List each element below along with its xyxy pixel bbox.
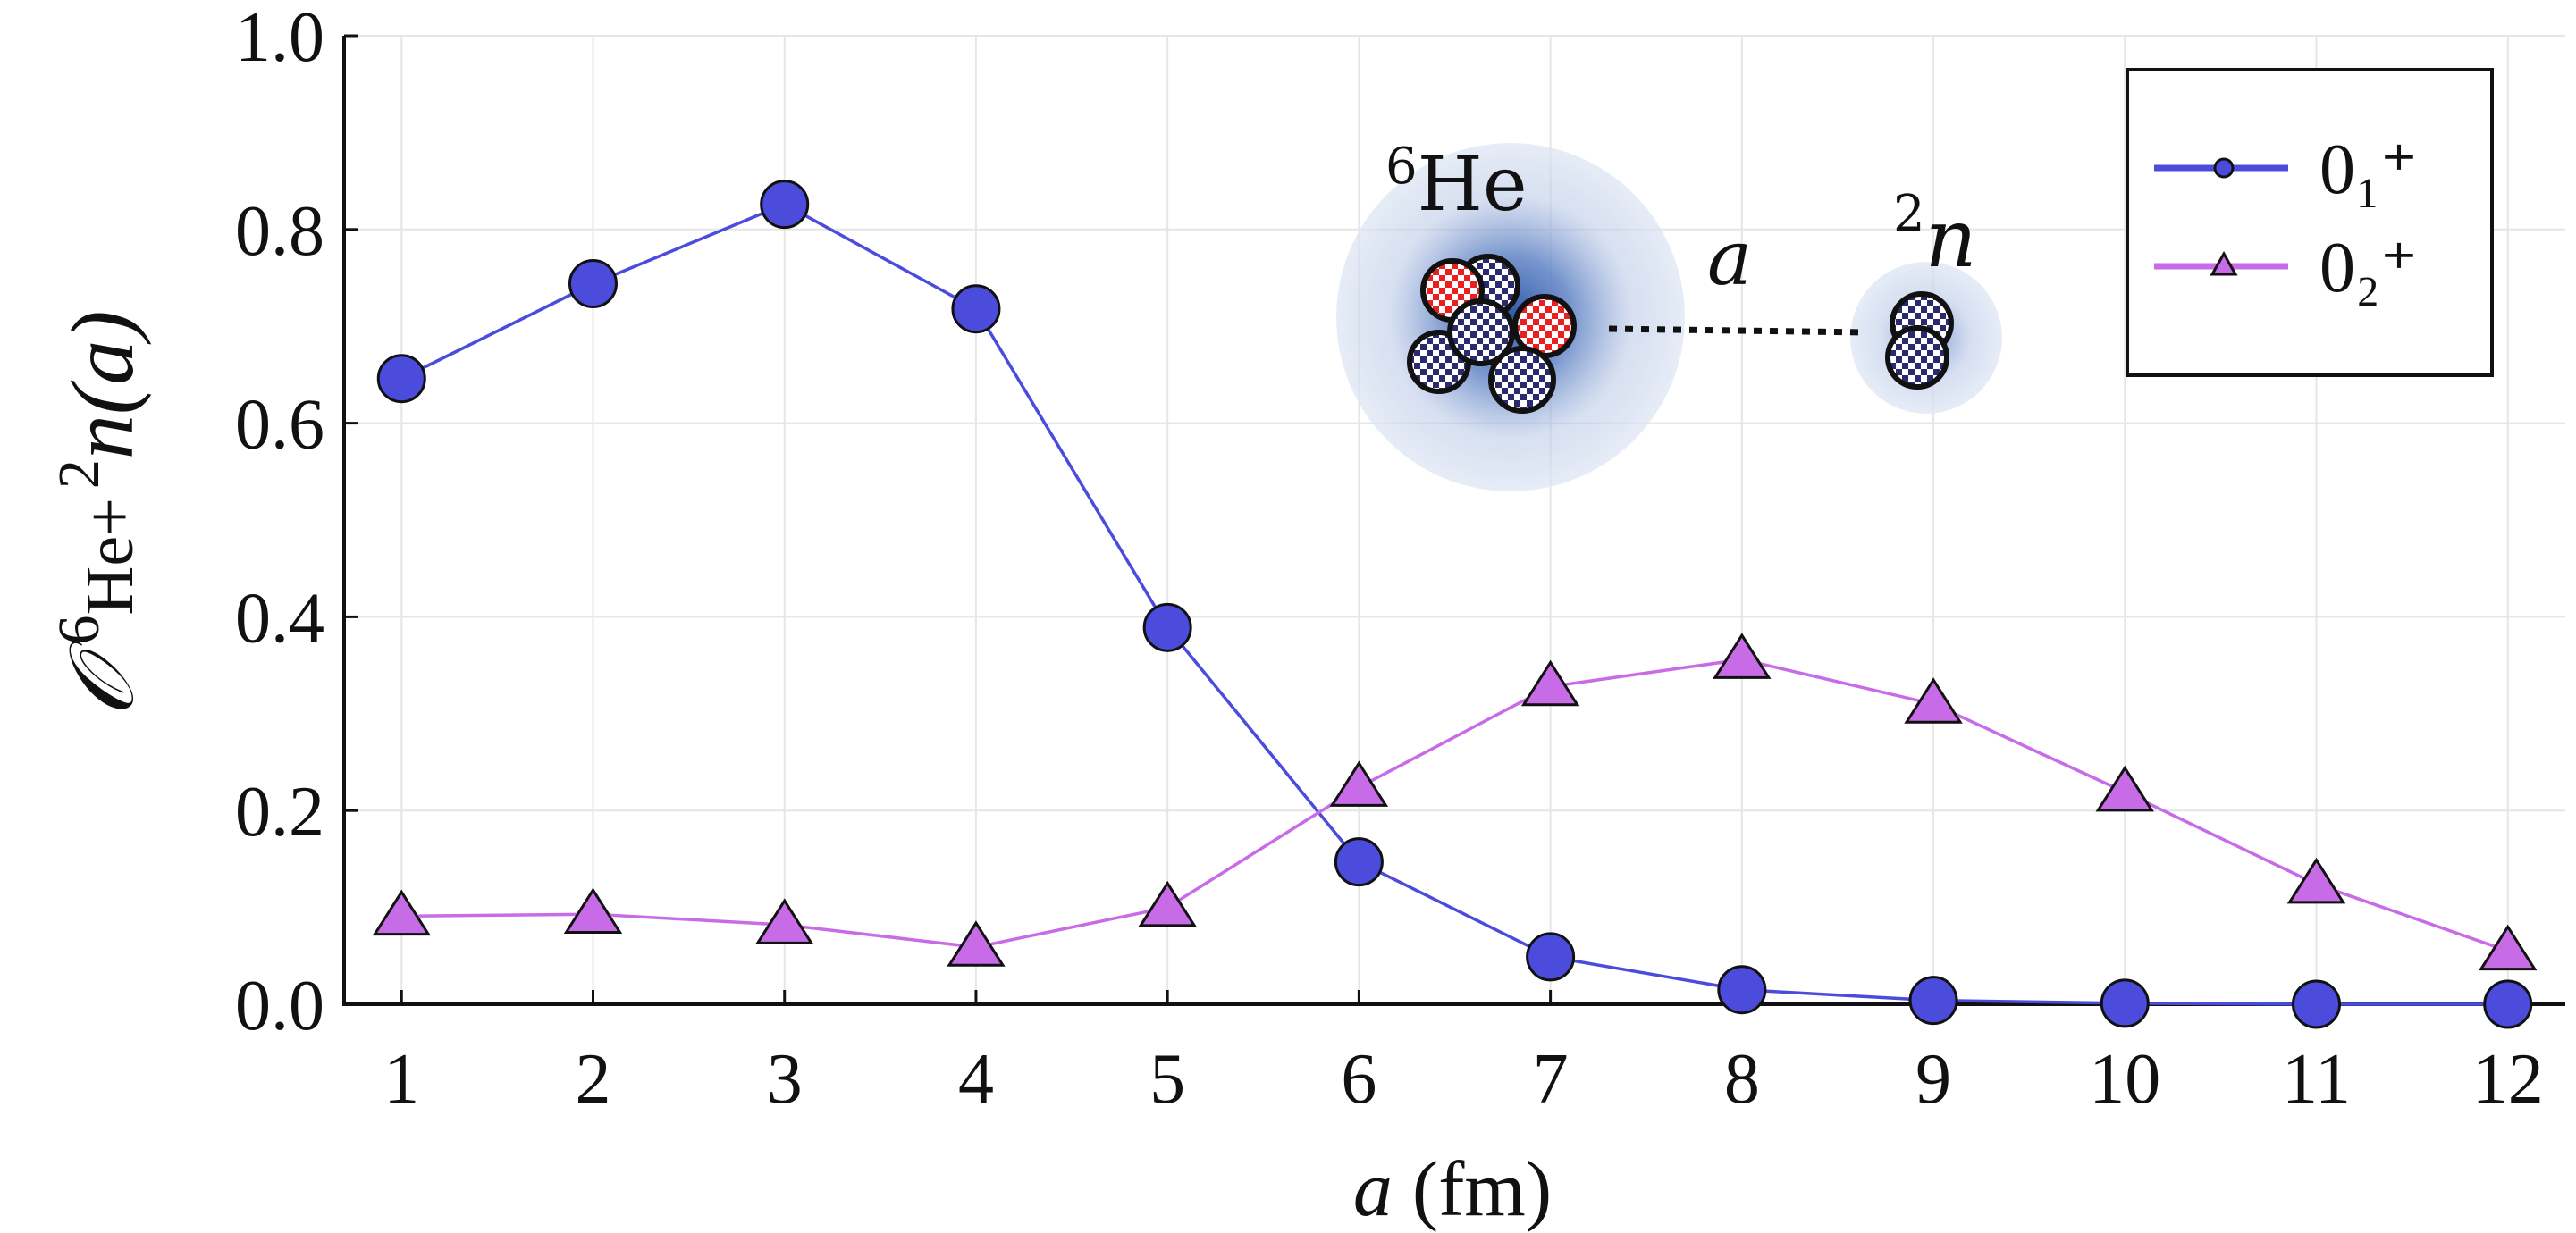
- n2-label: 2n: [1893, 185, 1977, 286]
- y-tick-label: 0.4: [235, 579, 324, 658]
- svg-text:𝒪6He+2n(a): 𝒪6He+ 2n(a): [46, 310, 152, 717]
- x-tick-label: 5: [1149, 1040, 1185, 1119]
- series-1: [372, 633, 2538, 971]
- data-point: [1904, 677, 1963, 724]
- y-tick-label: 0.0: [235, 967, 324, 1045]
- legend-marker-1: [2210, 250, 2238, 276]
- data-point: [947, 920, 1006, 967]
- data-point: [754, 898, 814, 944]
- data-point: [563, 887, 623, 934]
- y-tick-label: 1.0: [235, 0, 324, 77]
- data-point: [1329, 760, 1389, 807]
- distance-dotted-line: [1608, 325, 1865, 336]
- x-axis-title: a (fm): [1353, 1146, 1552, 1233]
- neutron-nucleon: [1447, 298, 1515, 366]
- y-axis-title-main: 𝒪: [53, 641, 152, 717]
- legend: 0₁⁺ 0₂⁺: [2126, 68, 2494, 377]
- data-point: [1526, 932, 1576, 982]
- data-point: [2100, 978, 2150, 1028]
- series: [372, 180, 2538, 1029]
- data-point: [1138, 880, 1197, 927]
- x-tick-label: 1: [383, 1040, 419, 1119]
- data-point: [372, 889, 431, 936]
- he6-label-text: He: [1418, 140, 1528, 228]
- he6-nucleons: [1407, 254, 1577, 414]
- data-point: [2286, 857, 2346, 904]
- y-axis-title-mid: He+: [72, 498, 147, 615]
- x-tick-label: 9: [1915, 1040, 1951, 1119]
- n2-label-sup: 2: [1893, 185, 1925, 243]
- data-point: [1717, 965, 1767, 1015]
- y-axis-title-arg: (a): [53, 310, 152, 415]
- data-point: [1908, 976, 1958, 1026]
- neutron-nucleon: [1488, 346, 1556, 414]
- x-tick-label: 11: [2282, 1040, 2351, 1119]
- x-tick-label: 4: [958, 1040, 994, 1119]
- x-tick-label: 2: [575, 1040, 610, 1119]
- x-tick-label: 8: [1724, 1040, 1760, 1119]
- y-axis-title-sup2: 2: [46, 459, 112, 489]
- inset-illustration: 6He 2n a: [1336, 138, 2002, 491]
- series-0: [376, 180, 2533, 1029]
- distance-label: a: [1707, 214, 1752, 302]
- legend-box: [2126, 68, 2494, 377]
- series-line: [401, 658, 2509, 953]
- y-tick-label: 0.6: [235, 386, 324, 465]
- n2-label-text: n: [1925, 192, 1977, 286]
- tick-labels: 1 2 3 4 5 6 7 8 9 10 11 120.00.20.40.60.81.0: [235, 0, 2544, 1119]
- n2-nucleons: [1885, 291, 1954, 390]
- data-point: [2292, 979, 2342, 1029]
- data-point: [760, 180, 810, 230]
- series-line: [400, 202, 2508, 1006]
- y-tick-label: 0.2: [235, 773, 324, 851]
- data-point: [376, 354, 426, 404]
- legend-item-1: 0₂⁺: [2154, 229, 2418, 307]
- neutron-nucleon: [1885, 325, 1949, 390]
- data-point: [2479, 924, 2538, 971]
- x-tick-label: 10: [2089, 1040, 2160, 1119]
- y-tick-label: 0.8: [235, 192, 324, 271]
- data-point: [951, 284, 1001, 334]
- legend-item-0: 0₁⁺: [2154, 130, 2418, 209]
- x-tick-label: 7: [1533, 1040, 1569, 1119]
- data-point: [1713, 633, 1772, 679]
- legend-label-1: 0₂⁺: [2319, 229, 2418, 307]
- x-tick-label: 3: [767, 1040, 803, 1119]
- y-axis-title: 𝒪6He+ 2n(a): [46, 310, 152, 717]
- legend-label-0: 0₁⁺: [2319, 130, 2418, 209]
- data-point: [1142, 602, 1192, 652]
- x-axis-title-var: a: [1353, 1146, 1393, 1233]
- he6-label-sup: 6: [1385, 138, 1418, 196]
- data-point: [568, 259, 618, 309]
- y-axis-title-var: n: [53, 415, 152, 459]
- x-tick-label: 6: [1341, 1040, 1376, 1119]
- data-point: [1520, 659, 1580, 707]
- legend-marker-0: [2213, 157, 2235, 179]
- x-axis-title-unit: (fm): [1412, 1146, 1552, 1233]
- y-axis-title-sup1: 6: [46, 616, 112, 645]
- he6-label: 6He: [1385, 138, 1528, 228]
- data-point: [2095, 765, 2155, 812]
- data-point: [2483, 979, 2533, 1029]
- data-point: [1334, 837, 1384, 887]
- x-tick-label: 12: [2472, 1040, 2544, 1119]
